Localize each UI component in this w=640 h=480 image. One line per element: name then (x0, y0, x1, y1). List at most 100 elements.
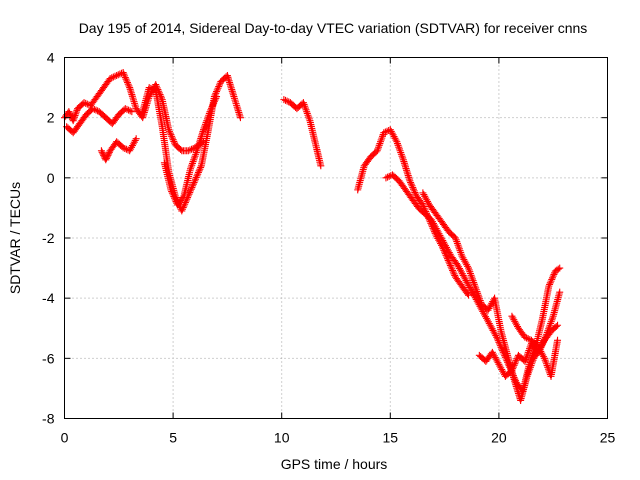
data-point (189, 180, 197, 188)
data-point (105, 150, 113, 158)
x-axis-label: GPS time / hours (281, 456, 388, 472)
x-tick-label: 5 (169, 430, 177, 446)
data-point (168, 189, 176, 197)
data-point (510, 361, 518, 369)
data-point (447, 263, 455, 271)
data-point (165, 126, 173, 134)
data-point (168, 132, 176, 140)
data-point (408, 182, 416, 190)
data-point (498, 345, 506, 353)
data-point (196, 165, 204, 173)
data-point (509, 365, 517, 373)
data-point (521, 333, 529, 341)
data-point (448, 265, 456, 273)
data-point (188, 145, 196, 153)
data-point (409, 185, 417, 193)
data-point (449, 268, 457, 276)
data-point (384, 173, 392, 181)
data-point (148, 85, 156, 93)
data-point (70, 113, 78, 121)
data-point (192, 173, 200, 181)
data-point (125, 82, 133, 90)
data-point (509, 363, 517, 371)
data-point (82, 99, 90, 107)
data-point (191, 177, 199, 185)
data-point (179, 193, 187, 201)
data-point (554, 265, 562, 273)
data-point (168, 134, 176, 142)
data-point (215, 81, 223, 89)
x-tick-label: 25 (600, 430, 616, 446)
data-point (114, 71, 122, 79)
y-axis-label: SDTVAR / TECUs (7, 182, 23, 294)
data-point (409, 184, 417, 192)
data-point (464, 262, 472, 270)
data-point (548, 275, 556, 283)
data-point (546, 280, 554, 288)
data-point (512, 358, 520, 366)
data-point (181, 199, 189, 207)
data-point (444, 256, 452, 264)
data-point (181, 200, 189, 208)
series-arc-11 (508, 312, 562, 380)
data-point (197, 163, 205, 171)
data-point (189, 182, 197, 190)
data-point (128, 108, 136, 116)
series-arc-2 (63, 105, 136, 137)
data-point (103, 153, 111, 161)
data-point (207, 104, 215, 112)
data-point (111, 72, 119, 80)
data-point (546, 279, 554, 287)
data-point (210, 99, 218, 107)
data-point (552, 322, 560, 330)
data-point (90, 105, 98, 113)
data-point (211, 96, 219, 104)
data-point (169, 191, 177, 199)
series-arc-8 (382, 171, 564, 395)
data-point (170, 137, 178, 145)
data-point (554, 336, 562, 344)
data-point (209, 101, 217, 109)
data-point (207, 106, 215, 114)
data-point (419, 201, 427, 209)
x-tick-labels: 0 5 10 15 20 25 (61, 430, 616, 446)
data-point (464, 291, 472, 299)
data-point (184, 147, 192, 155)
data-point (65, 108, 73, 116)
data-point (556, 288, 564, 296)
data-point (152, 82, 160, 90)
data-point (179, 205, 187, 213)
data-point (70, 115, 78, 123)
series-arc-9 (419, 189, 564, 404)
data-point (445, 258, 453, 266)
data-point (497, 343, 505, 351)
data-point (420, 203, 428, 211)
data-point (450, 270, 458, 278)
data-point (123, 79, 131, 87)
data-point (89, 105, 97, 113)
data-point (317, 162, 325, 170)
data-point (392, 136, 400, 144)
series-arc-10 (475, 321, 562, 380)
data-point (194, 168, 202, 176)
data-point (411, 189, 419, 197)
data-point (179, 204, 187, 212)
data-point (280, 96, 288, 104)
data-point (169, 136, 177, 144)
data-point (126, 107, 134, 115)
data-point (147, 84, 155, 92)
y-tick-label: -6 (42, 350, 55, 366)
data-point (449, 266, 457, 274)
data-point (380, 129, 388, 137)
x-tick-label: 20 (491, 430, 507, 446)
y-tick-label: -8 (42, 411, 55, 427)
data-point (98, 148, 106, 156)
x-tick-label: 15 (383, 430, 399, 446)
data-point (187, 185, 195, 193)
data-point (186, 146, 194, 154)
data-point (121, 72, 129, 80)
data-point (72, 110, 80, 118)
data-point (72, 108, 80, 116)
data-point (236, 114, 244, 122)
